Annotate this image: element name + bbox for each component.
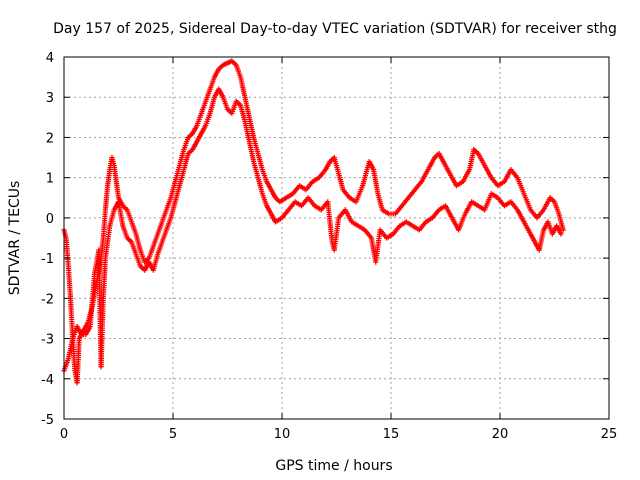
x-tick-label: 10 xyxy=(274,427,291,442)
y-tick-label: 0 xyxy=(46,212,54,227)
x-tick-label: 5 xyxy=(169,427,177,442)
y-tick-label: -5 xyxy=(41,413,54,428)
plot-frame xyxy=(63,56,610,420)
y-tick-label: -3 xyxy=(41,333,54,348)
axis-ticks: 0 5 10 15 20 25 -5 -4 -3 -2 -1 0 1 2 3 4 xyxy=(41,51,617,442)
chart-title: Day 157 of 2025, Sidereal Day-to-day VTE… xyxy=(53,21,617,37)
y-tick-label: 1 xyxy=(46,172,54,187)
x-tick-label: 20 xyxy=(492,427,509,442)
y-tick-label: -4 xyxy=(41,373,54,388)
y-tick-label: -1 xyxy=(41,252,54,267)
data-point xyxy=(558,231,564,237)
series-sdtvar-track-a xyxy=(61,58,566,386)
y-axis-label: SDTVAR / TECUs xyxy=(7,181,23,296)
x-tick-label: 25 xyxy=(601,427,618,442)
y-tick-label: -2 xyxy=(41,292,54,307)
x-axis-label: GPS time / hours xyxy=(275,458,392,474)
x-tick-label: 0 xyxy=(60,427,68,442)
y-tick-label: 2 xyxy=(46,131,54,146)
data-points xyxy=(61,58,566,386)
y-tick-label: 3 xyxy=(46,91,54,106)
data-point xyxy=(560,227,566,233)
y-tick-label: 4 xyxy=(46,51,54,66)
series-sdtvar-track-b xyxy=(61,86,564,374)
x-tick-label: 15 xyxy=(383,427,400,442)
